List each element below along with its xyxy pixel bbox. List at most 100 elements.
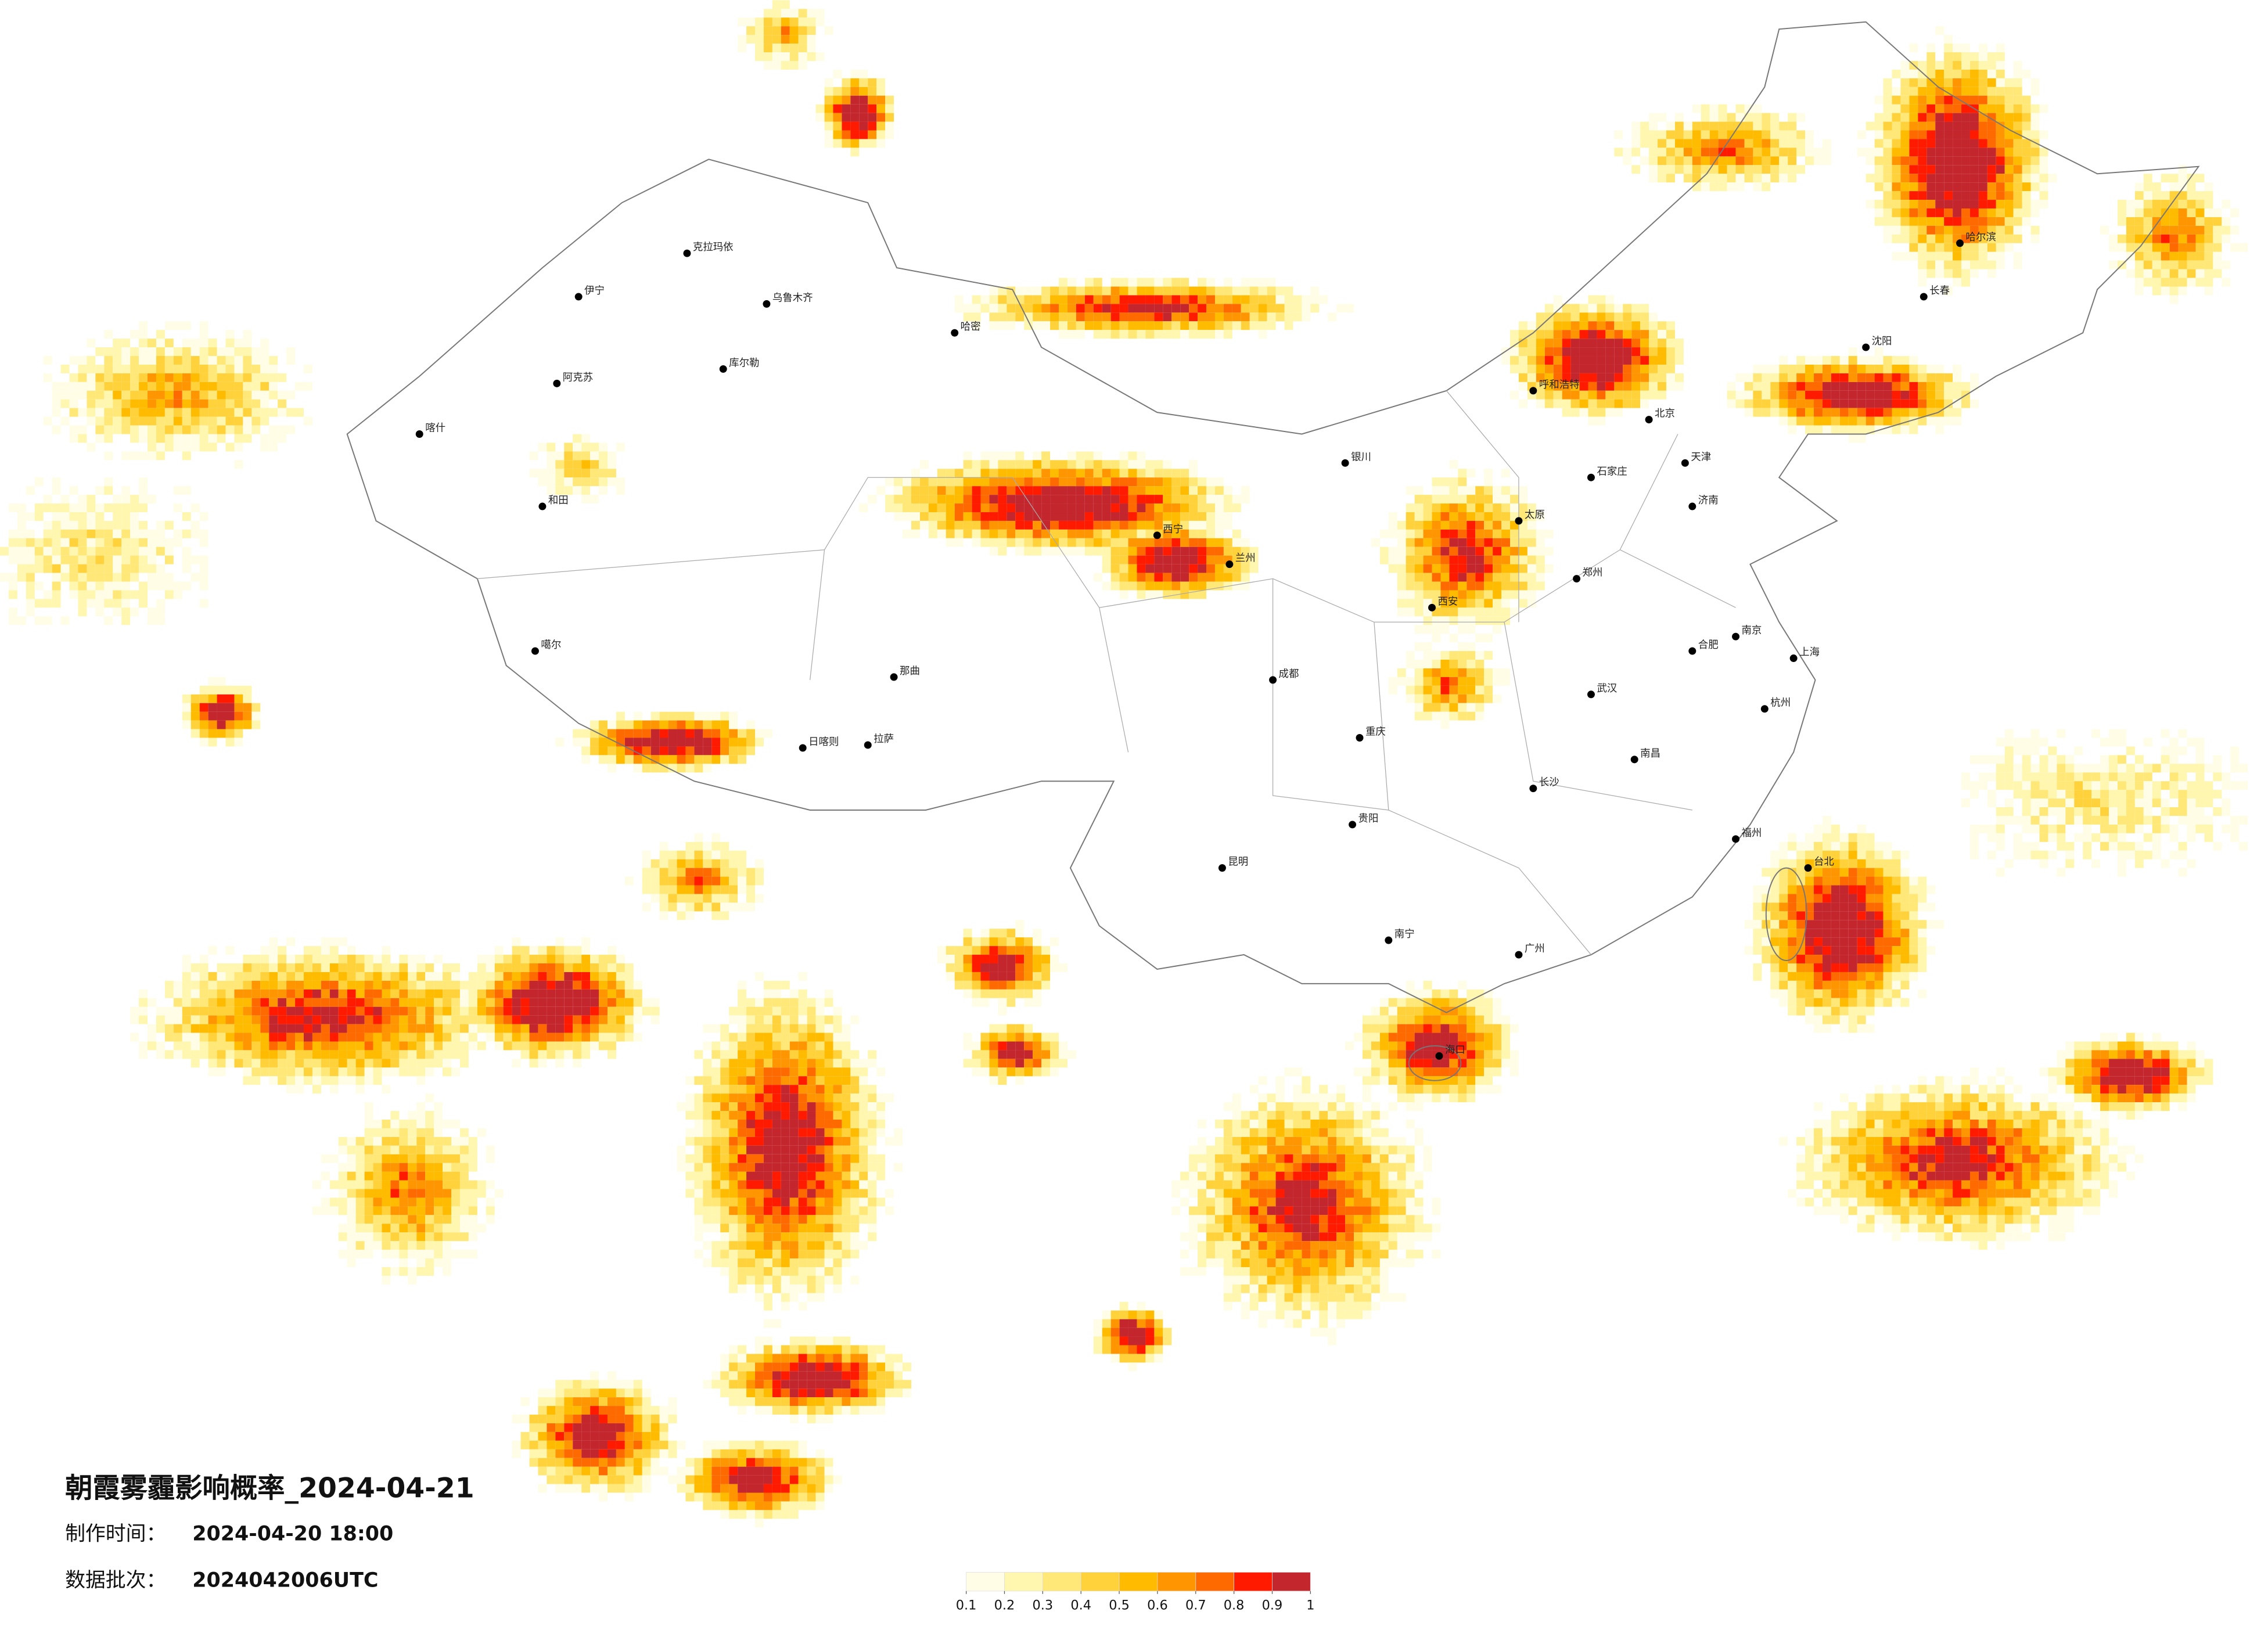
probability-cell (503, 1015, 512, 1024)
probability-cell (729, 1206, 738, 1215)
probability-cell (876, 78, 886, 87)
probability-cell (1796, 841, 1806, 851)
probability-cell (1379, 1136, 1389, 1146)
probability-cell (685, 1102, 695, 1111)
probability-cell (1883, 174, 1892, 183)
probability-cell (1822, 399, 1831, 408)
probability-cell (842, 87, 851, 96)
probability-cell (52, 399, 61, 408)
probability-cell (512, 1024, 521, 1033)
probability-cell (520, 1015, 530, 1024)
probability-cell (1926, 243, 1936, 252)
probability-cell (1935, 26, 1944, 35)
probability-cell (1987, 243, 1996, 252)
probability-cell (850, 69, 860, 78)
probability-cell (1267, 1163, 1276, 1172)
probability-cell (1119, 546, 1128, 556)
probability-cell (382, 1067, 391, 1077)
probability-cell (573, 1006, 582, 1016)
probability-cell (659, 720, 668, 729)
probability-cell (199, 364, 209, 373)
probability-cell (1900, 121, 1910, 131)
probability-cell (1831, 1015, 1840, 1024)
probability-cell (1969, 78, 1979, 87)
probability-cell (494, 946, 504, 955)
probability-cell (1267, 1136, 1276, 1146)
probability-cell (234, 1041, 243, 1051)
probability-cell (1918, 1128, 1927, 1137)
probability-cell (1987, 1154, 1996, 1163)
probability-cell (217, 364, 226, 373)
probability-cell (182, 390, 191, 400)
probability-cell (980, 486, 990, 495)
probability-cell (746, 1154, 756, 1163)
probability-cell (2013, 1154, 2022, 1163)
probability-cell (1267, 1215, 1276, 1224)
probability-cell (1839, 1111, 1849, 1120)
probability-cell (1848, 929, 1857, 938)
probability-cell (303, 364, 312, 373)
probability-cell (1379, 1241, 1389, 1250)
probability-cell (1241, 1206, 1250, 1215)
probability-cell (720, 1197, 729, 1207)
probability-cell (1909, 1215, 1918, 1224)
probability-cell (1180, 469, 1189, 478)
probability-cell (824, 1154, 833, 1163)
probability-cell (1249, 1189, 1259, 1198)
probability-cell (738, 1145, 747, 1154)
probability-cell (443, 1041, 452, 1051)
probability-cell (1900, 104, 1910, 113)
probability-cell (1831, 946, 1840, 955)
probability-cell (269, 1067, 278, 1077)
probability-cell (1631, 347, 1641, 357)
probability-cell (199, 390, 209, 400)
probability-cell (1119, 451, 1128, 461)
probability-cell (1275, 1301, 1285, 1311)
probability-cell (1935, 69, 1944, 78)
probability-cell (1918, 1197, 1927, 1207)
probability-cell (1961, 200, 1970, 208)
probability-cell (711, 1189, 721, 1198)
probability-cell (815, 1041, 825, 1051)
probability-cell (312, 980, 321, 990)
probability-cell (1553, 390, 1562, 400)
probability-cell (1944, 78, 1953, 87)
probability-cell (1883, 902, 1892, 912)
probability-cell (607, 955, 616, 964)
probability-cell (1944, 95, 1953, 105)
probability-cell (199, 399, 209, 408)
probability-cell (1258, 1319, 1267, 1328)
probability-cell (729, 1258, 738, 1267)
probability-cell (1953, 1128, 1962, 1137)
probability-cell (711, 1067, 721, 1077)
probability-cell (807, 1024, 816, 1033)
probability-cell (347, 989, 356, 998)
probability-cell (329, 972, 339, 981)
probability-cell (850, 1275, 860, 1285)
probability-cell (69, 425, 78, 434)
probability-cell (1275, 1310, 1285, 1319)
probability-cell (1857, 1111, 1866, 1120)
probability-cell (789, 1267, 799, 1276)
probability-cell (972, 520, 981, 530)
probability-cell (1189, 1206, 1198, 1215)
probability-cell (1969, 148, 1979, 157)
probability-cell (581, 738, 591, 747)
probability-cell (1432, 1250, 1441, 1259)
probability-cell (1883, 356, 1892, 365)
probability-cell (1839, 868, 1849, 877)
probability-cell (1987, 1224, 1996, 1233)
probability-cell (182, 339, 191, 348)
probability-cell (1839, 885, 1849, 894)
probability-cell (1362, 1136, 1371, 1146)
probability-cell (1214, 503, 1224, 512)
probability-cell (2109, 1085, 2118, 1094)
probability-cell (1935, 1189, 1944, 1198)
probability-cell (833, 1180, 842, 1189)
probability-cell (390, 1041, 400, 1051)
probability-cell (1909, 1128, 1918, 1137)
probability-cell (711, 755, 721, 764)
probability-cell (1128, 538, 1137, 547)
probability-cell (1857, 859, 1866, 868)
probability-cell (1961, 1180, 1970, 1189)
